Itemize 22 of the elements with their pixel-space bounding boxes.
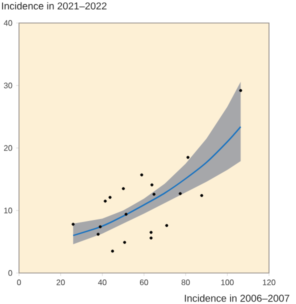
- line-series: [72, 126, 242, 236]
- point: [150, 236, 153, 240]
- point: [178, 192, 182, 196]
- point: [72, 222, 75, 226]
- point: [165, 224, 168, 227]
- point: [200, 194, 204, 197]
- point: [96, 232, 100, 236]
- point: [104, 200, 107, 203]
- point: [122, 187, 125, 190]
- x-axis-title: Incidence in 2006–2007: [184, 294, 290, 302]
- point: [108, 196, 112, 199]
- y-axis-title: Incidence in 2021–2022: [2, 2, 106, 10]
- point: [98, 225, 102, 228]
- point: [140, 173, 144, 176]
- point: [239, 89, 242, 92]
- point: [111, 250, 114, 253]
- point: [150, 183, 154, 186]
- point: [186, 156, 190, 159]
- point: [152, 192, 156, 196]
- point: [123, 240, 126, 244]
- point: [150, 230, 153, 234]
- point: [124, 212, 128, 216]
